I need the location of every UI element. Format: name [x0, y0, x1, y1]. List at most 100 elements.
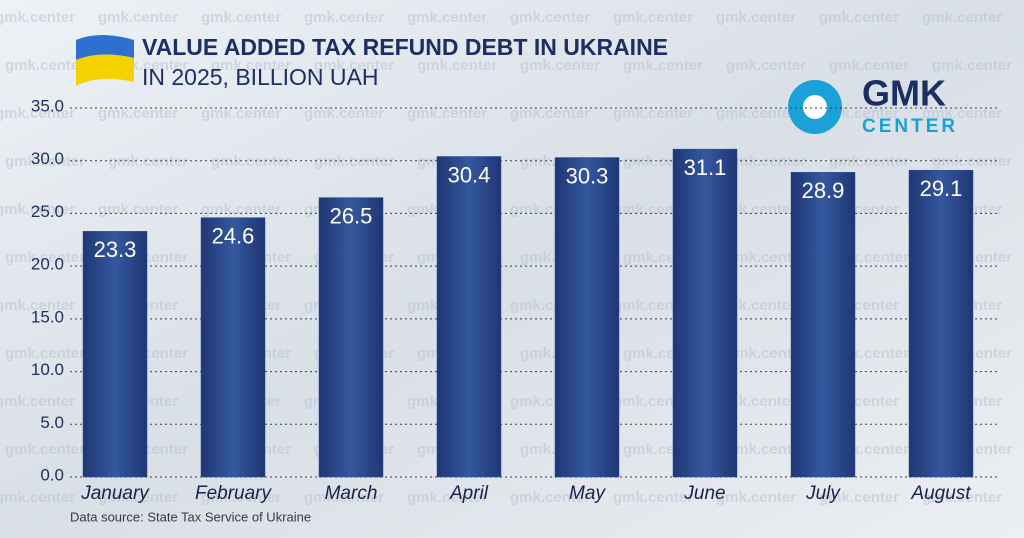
watermark: gmk.center	[407, 489, 487, 506]
watermark: gmk.center	[829, 537, 909, 538]
watermark: gmk.center	[613, 9, 693, 26]
watermark: gmk.center	[201, 9, 281, 26]
watermark: gmk.center	[98, 201, 178, 218]
watermark: gmk.center	[716, 105, 796, 122]
watermark: gmk.center	[613, 489, 693, 506]
value-label: 28.9	[802, 178, 845, 203]
watermark: gmk.center	[922, 9, 1002, 26]
watermark: gmk.center	[5, 57, 85, 74]
logo-text: GMK	[862, 73, 946, 114]
watermark: gmk.center	[211, 153, 291, 170]
source-note: Data source: State Tax Service of Ukrain…	[70, 509, 311, 524]
watermark: gmk.center	[726, 57, 806, 74]
watermark: gmk.center	[417, 57, 497, 74]
watermark: gmk.center	[716, 9, 796, 26]
flag	[76, 35, 134, 86]
value-label: 31.1	[684, 155, 727, 180]
bar	[554, 157, 620, 478]
watermark: gmk.center	[932, 153, 1012, 170]
watermark: gmk.center	[819, 489, 899, 506]
y-tick-label: 35.0	[31, 96, 64, 115]
value-label: 26.5	[330, 203, 373, 228]
watermark: gmk.center	[201, 105, 281, 122]
y-tick-label: 5.0	[40, 413, 64, 432]
y-tick-label: 10.0	[31, 360, 64, 379]
x-tick-label: March	[325, 483, 378, 504]
watermark: gmk.center	[510, 489, 590, 506]
x-tick-label: February	[195, 483, 273, 504]
watermark: gmk.center	[211, 537, 291, 538]
y-tick-label: 0.0	[40, 465, 64, 484]
watermark: gmk.center	[407, 9, 487, 26]
logo: GMK CENTER	[788, 73, 958, 137]
watermark: gmk.center	[726, 441, 806, 458]
watermark: gmk.center	[922, 489, 1002, 506]
watermark: gmk.center	[829, 57, 909, 74]
x-tick-label: May	[569, 483, 606, 504]
watermark: gmk.center	[98, 9, 178, 26]
watermark: gmk.center	[304, 489, 384, 506]
watermark: gmk.center	[510, 9, 590, 26]
watermark: gmk.center	[314, 537, 394, 538]
y-tick-label: 30.0	[31, 149, 64, 168]
watermark: gmk.center	[98, 489, 178, 506]
logo-mark	[803, 95, 827, 119]
chart-title: VALUE ADDED TAX REFUND DEBT IN UKRAINE	[142, 34, 668, 60]
value-label: 23.3	[94, 237, 137, 262]
watermark: gmk.center	[5, 441, 85, 458]
watermark: gmk.center	[0, 9, 75, 26]
watermark: gmk.center	[407, 105, 487, 122]
bar	[200, 217, 266, 478]
watermark: gmk.center	[932, 537, 1012, 538]
watermark: gmk.center	[201, 201, 281, 218]
watermark: gmk.center	[932, 57, 1012, 74]
watermark: gmk.center	[726, 537, 806, 538]
watermark: gmk.center	[819, 9, 899, 26]
bar	[672, 148, 738, 478]
y-tick-label: 20.0	[31, 255, 64, 274]
watermark: gmk.center	[211, 57, 291, 74]
watermark: gmk.center	[98, 105, 178, 122]
bar	[318, 197, 384, 478]
watermark: gmk.center	[716, 489, 796, 506]
x-tick-label: July	[805, 483, 841, 504]
watermark: gmk.center	[314, 153, 394, 170]
value-label: 29.1	[920, 176, 963, 201]
watermark: gmk.center	[5, 249, 85, 266]
watermark: gmk.center	[0, 489, 75, 506]
watermark: gmk.center	[417, 537, 497, 538]
watermark: gmk.center	[304, 105, 384, 122]
watermark: gmk.center	[520, 537, 600, 538]
value-label: 24.6	[212, 223, 255, 248]
x-tick-label: August	[910, 483, 971, 504]
watermark: gmk.center	[201, 489, 281, 506]
bar	[82, 231, 148, 478]
x-tick-label: April	[449, 483, 489, 504]
x-tick-label: January	[80, 483, 150, 504]
bar	[790, 172, 856, 478]
watermark: gmk.center	[726, 345, 806, 362]
y-tick-label: 15.0	[31, 307, 64, 326]
watermark: gmk.center	[623, 537, 703, 538]
watermark: gmk.center	[108, 153, 188, 170]
bar	[908, 169, 974, 478]
value-label: 30.3	[566, 163, 609, 188]
watermark: gmk.center	[623, 57, 703, 74]
watermark: gmk.center	[0, 105, 75, 122]
value-label: 30.4	[448, 162, 491, 187]
watermark: gmk.center	[510, 105, 590, 122]
logo-text: CENTER	[862, 116, 958, 137]
watermark: gmk.center	[613, 105, 693, 122]
chart-subtitle: IN 2025, BILLION UAH	[142, 64, 379, 90]
watermark: gmk.center	[726, 153, 806, 170]
watermark: gmk.center	[0, 297, 75, 314]
watermark: gmk.center	[922, 105, 1002, 122]
watermark: gmk.center	[304, 9, 384, 26]
watermark: gmk.center	[5, 345, 85, 362]
watermark: gmk.center	[5, 537, 85, 538]
y-tick-label: 25.0	[31, 202, 64, 221]
bar	[436, 156, 502, 478]
watermark: gmk.center	[829, 153, 909, 170]
